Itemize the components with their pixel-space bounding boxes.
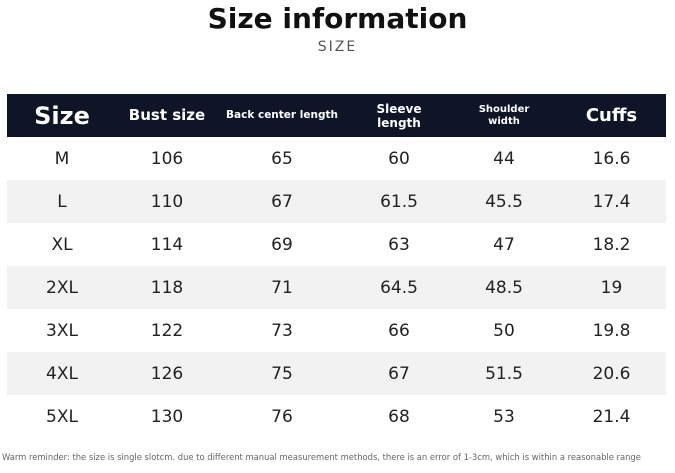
measurement: 50: [493, 320, 515, 341]
measurement: 75: [271, 363, 293, 384]
header-cell-wrap: Shoulder width: [451, 104, 557, 128]
subtitle: SIZE: [317, 39, 358, 55]
measurement: 130: [150, 406, 184, 427]
measurement: 18.2: [592, 234, 631, 255]
footer-note: Warm reminder: the size is single slotcm…: [2, 452, 641, 462]
measurement: 20.6: [592, 363, 631, 384]
measurement: 60: [388, 148, 410, 169]
measurement: 66: [388, 320, 410, 341]
measurement: 64.5: [380, 277, 418, 298]
measurement: 118: [150, 277, 184, 298]
measurement: 76: [271, 406, 293, 427]
size-label: 5XL: [46, 406, 78, 427]
table-row: 2XL 118 71 64.5 48.5 19: [7, 266, 666, 309]
table-row: M 106 65 60 44 16.6: [7, 137, 666, 180]
measurement: 47: [493, 234, 515, 255]
size-label: XL: [51, 234, 73, 255]
measurement: 53: [493, 406, 515, 427]
size-label: L: [57, 191, 67, 212]
measurement: 106: [150, 148, 184, 169]
header-row: Size Bust size Back center length Sleeve le…: [7, 94, 666, 137]
measurement: 21.4: [592, 406, 631, 427]
measurement: 65: [271, 148, 293, 169]
measurement: 67: [271, 191, 293, 212]
measurement: 51.5: [485, 363, 523, 384]
size-label: 4XL: [46, 363, 78, 384]
column-header: Bust size: [128, 106, 206, 124]
table-row: 5XL 130 76 68 53 21.4: [7, 395, 666, 438]
measurement: 71: [271, 277, 293, 298]
measurement: 69: [271, 234, 293, 255]
header-cell-wrap: Cuffs: [557, 104, 666, 126]
column-header: Size: [34, 101, 90, 130]
measurement: 17.4: [592, 191, 631, 212]
measurement: 73: [271, 320, 293, 341]
measurement: 61.5: [380, 191, 418, 212]
size-label: 2XL: [46, 277, 78, 298]
measurement: 45.5: [485, 191, 523, 212]
size-table: Size Bust size Back center length Sleeve le…: [7, 94, 666, 438]
measurement: 48.5: [485, 277, 523, 298]
measurement: 16.6: [592, 148, 631, 169]
header-cell-wrap: Bust size: [117, 107, 217, 124]
measurement: 67: [388, 363, 410, 384]
measurement: 110: [150, 191, 184, 212]
table-row: L 110 67 61.5 45.5 17.4: [7, 180, 666, 223]
measurement: 19: [600, 277, 623, 298]
size-label: M: [54, 148, 70, 169]
measurement: 126: [150, 363, 184, 384]
measurement: 63: [388, 234, 410, 255]
table-row: 4XL 126 75 67 51.5 20.6: [7, 352, 666, 395]
measurement: 114: [150, 234, 184, 255]
header-cell-wrap: Back center length: [217, 109, 347, 122]
measurement: 44: [493, 148, 515, 169]
header-cell-wrap: Size: [7, 103, 117, 129]
column-header: Shoulder width: [478, 103, 530, 127]
column-header: Sleeve length: [376, 101, 422, 130]
title: Size information: [207, 2, 468, 35]
header-cell-wrap: Sleeve length: [347, 102, 451, 130]
table-row: XL 114 69 63 47 18.2: [7, 223, 666, 266]
column-header: Back center length: [226, 109, 338, 122]
column-header: Cuffs: [585, 104, 638, 126]
table-row: 3XL 122 73 66 50 19.8: [7, 309, 666, 352]
measurement: 19.8: [592, 320, 631, 341]
measurement: 68: [388, 406, 410, 427]
size-label: 3XL: [46, 320, 78, 341]
measurement: 122: [150, 320, 184, 341]
